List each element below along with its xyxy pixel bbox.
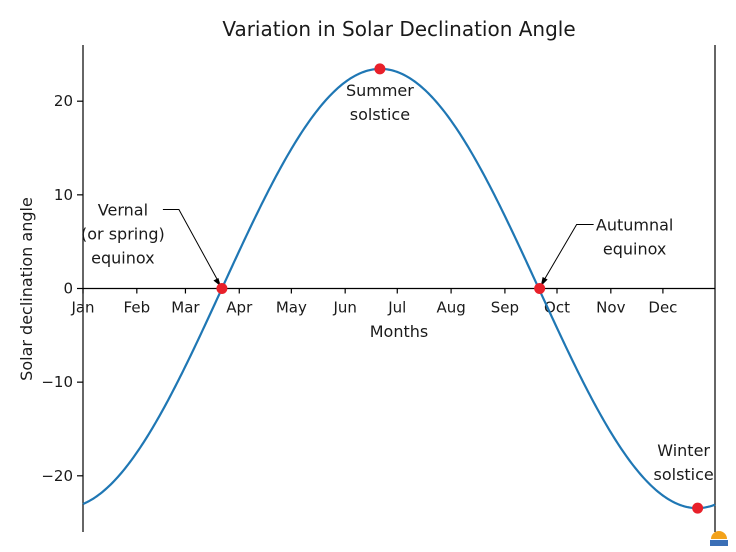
logo-icon <box>710 531 728 546</box>
y-tick-label: 0 <box>63 280 73 298</box>
x-tick-label: Jan <box>70 299 94 317</box>
annotation-label: Vernal <box>98 201 148 220</box>
vernal-marker <box>216 283 228 294</box>
annotation-label: equinox <box>91 249 155 268</box>
annotation-label: Autumnal <box>596 216 673 235</box>
x-axis-label: Months <box>370 322 428 341</box>
declination-curve <box>82 67 716 510</box>
annotation-label: Winter <box>657 441 710 460</box>
y-tick-label: 20 <box>54 92 73 110</box>
x-ticks: Jan Feb Mar Apr May Jun Jul Aug Sep Oct Nov Dec <box>70 288 677 317</box>
winter-marker <box>692 502 704 514</box>
x-tick-label: Nov <box>596 299 625 317</box>
y-ticks: 20 10 0 −10 −20 <box>41 92 83 485</box>
x-tick-label: Jun <box>332 299 356 317</box>
chart-title: Variation in Solar Declination Angle <box>222 17 575 41</box>
autumnal-marker <box>534 283 546 294</box>
y-tick-label: −20 <box>41 467 73 485</box>
annotation-label: (or spring) <box>81 225 165 244</box>
x-tick-label: Mar <box>171 299 200 317</box>
y-tick-label: −10 <box>41 373 73 391</box>
x-tick-label: Apr <box>226 299 253 317</box>
event-markers <box>216 63 704 514</box>
annotation-label: equinox <box>603 240 667 259</box>
annotation-label: solstice <box>350 105 410 124</box>
annotations: Vernal (or spring) equinox Autumnal equinox S… <box>81 81 714 484</box>
y-axis-label: Solar declination angle <box>17 197 36 381</box>
annotation-label: Summer <box>346 81 414 100</box>
y-tick-label: 10 <box>54 186 73 204</box>
x-tick-label: Sep <box>491 299 519 317</box>
x-tick-label: Feb <box>124 299 151 317</box>
x-tick-label: May <box>276 299 307 317</box>
vernal-arrow <box>162 209 220 283</box>
summer-marker <box>374 63 386 75</box>
autumnal-arrow <box>542 224 594 283</box>
annotation-label: solstice <box>654 465 714 484</box>
x-tick-label: Jul <box>387 299 406 317</box>
x-tick-label: Aug <box>436 299 465 317</box>
x-tick-label: Dec <box>648 299 677 317</box>
